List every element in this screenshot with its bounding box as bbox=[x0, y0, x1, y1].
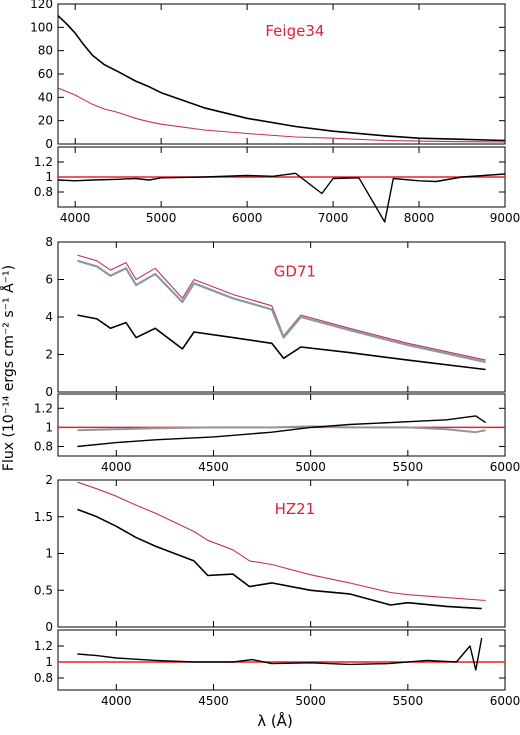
hz21-ytick-label: 0 bbox=[45, 620, 53, 634]
gd71-ratio-line bbox=[77, 415, 486, 448]
feige34-ratio-xtick-label: 5000 bbox=[146, 211, 177, 225]
hz21-ytick-label: 2 bbox=[45, 473, 53, 487]
hz21-ratio-xtick-label: 5500 bbox=[393, 694, 424, 708]
hz21-ytick-label: 1.5 bbox=[34, 510, 53, 524]
gd71-panel: 0 2 4 6 8 GD71 bbox=[45, 235, 506, 399]
feige34-ratio-line bbox=[57, 172, 506, 223]
gd71-ratio-xtick-label: 5000 bbox=[295, 460, 326, 474]
feige34-ratio-ytick-label: 1 bbox=[45, 170, 53, 184]
hz21-ratio-ytick-label: 1.2 bbox=[34, 639, 53, 653]
hz21-ratio-frame bbox=[57, 629, 506, 691]
hz21-ratio-line bbox=[77, 637, 483, 671]
feige34-ratio-xtick-label: 8000 bbox=[404, 211, 435, 225]
feige34-ratio-panel: 4000 5000 6000 7000 8000 9000 0.811.2 bbox=[34, 146, 520, 225]
hz21-ytick-label: 1 bbox=[45, 547, 53, 561]
hz21-ratio-xtick-label: 4500 bbox=[198, 694, 229, 708]
feige34-ytick-label: 100 bbox=[30, 20, 53, 34]
x-axis-label: λ (Å) bbox=[257, 711, 293, 730]
hz21-panel: 0 0.5 1 1.5 2 HZ21 bbox=[34, 473, 506, 634]
feige34-observed-line bbox=[57, 15, 506, 142]
feige34-ratio-xtick-label: 4000 bbox=[60, 211, 91, 225]
feige34-ratio-xtick-label: 7000 bbox=[318, 211, 349, 225]
gd71-ytick-label: 0 bbox=[45, 385, 53, 399]
gd71-ratio-xtick-label: 6000 bbox=[490, 460, 520, 474]
feige34-ytick-label: 0 bbox=[45, 137, 53, 151]
hz21-observed-line bbox=[77, 508, 482, 610]
hz21-ratio-xtick-label: 6000 bbox=[490, 694, 520, 708]
gd71-ratio-xtick-label: 5500 bbox=[393, 460, 424, 474]
gd71-ytick-label: 6 bbox=[45, 273, 53, 287]
feige34-ytick-label: 20 bbox=[38, 114, 53, 128]
gd71-ytick-label: 2 bbox=[45, 348, 53, 362]
gd71-ratio-ytick-label: 1 bbox=[45, 420, 53, 434]
gd71-ratio-alt-line bbox=[77, 425, 486, 434]
hz21-ratio-panel: 4000 4500 5000 5500 6000 0.8 1 1.2 bbox=[34, 629, 520, 708]
gd71-ratio-panel: 4000 4500 5000 5500 6000 0.8 1 1.2 bbox=[34, 393, 520, 474]
gd71-alt_observed-line bbox=[77, 259, 486, 364]
hz21-ratio-xtick-label: 4000 bbox=[101, 694, 132, 708]
y-axis-label: Flux (10⁻¹⁴ ergs cm⁻² s⁻¹ Å⁻¹) bbox=[0, 265, 17, 471]
gd71-ratio-xtick-label: 4500 bbox=[198, 460, 229, 474]
feige34-ratio-ytick-label: 1.2 bbox=[34, 155, 53, 169]
hz21-model-line bbox=[77, 481, 486, 602]
gd71-model-line bbox=[77, 254, 486, 361]
feige34-ytick-label: 40 bbox=[38, 90, 53, 104]
hz21-star-label: HZ21 bbox=[275, 500, 316, 518]
gd71-ratio-ytick-label: 1.2 bbox=[34, 401, 53, 415]
gd71-ratio-frame bbox=[57, 393, 506, 457]
gd71-ytick-label: 4 bbox=[45, 310, 53, 324]
feige34-ytick-label: 60 bbox=[38, 67, 53, 81]
feige34-panel: 0 20 40 60 80 100 120 Feige34 bbox=[30, 0, 506, 151]
feige34-ytick-label: 120 bbox=[30, 0, 53, 11]
feige34-ratio-xtick-label: 9000 bbox=[490, 211, 520, 225]
gd71-ratio-xtick-label: 4000 bbox=[101, 460, 132, 474]
gd71-ytick-label: 8 bbox=[45, 235, 53, 249]
hz21-ratio-ytick-label: 1 bbox=[45, 655, 53, 669]
feige34-ytick-label: 80 bbox=[38, 44, 53, 58]
hz21-ratio-ytick-label: 0.8 bbox=[34, 671, 53, 685]
feige34-ratio-xtick-label: 6000 bbox=[232, 211, 263, 225]
gd71-ratio-ytick-label: 0.8 bbox=[34, 439, 53, 453]
hz21-ratio-xtick-label: 5000 bbox=[295, 694, 326, 708]
feige34-model-line bbox=[57, 87, 506, 143]
gd71-observed-line bbox=[77, 314, 486, 371]
gd71-star-label: GD71 bbox=[274, 263, 316, 281]
feige34-star-label: Feige34 bbox=[265, 22, 324, 40]
feige34-ratio-ytick-label: 0.8 bbox=[34, 185, 53, 199]
hz21-ytick-label: 0.5 bbox=[34, 583, 53, 597]
